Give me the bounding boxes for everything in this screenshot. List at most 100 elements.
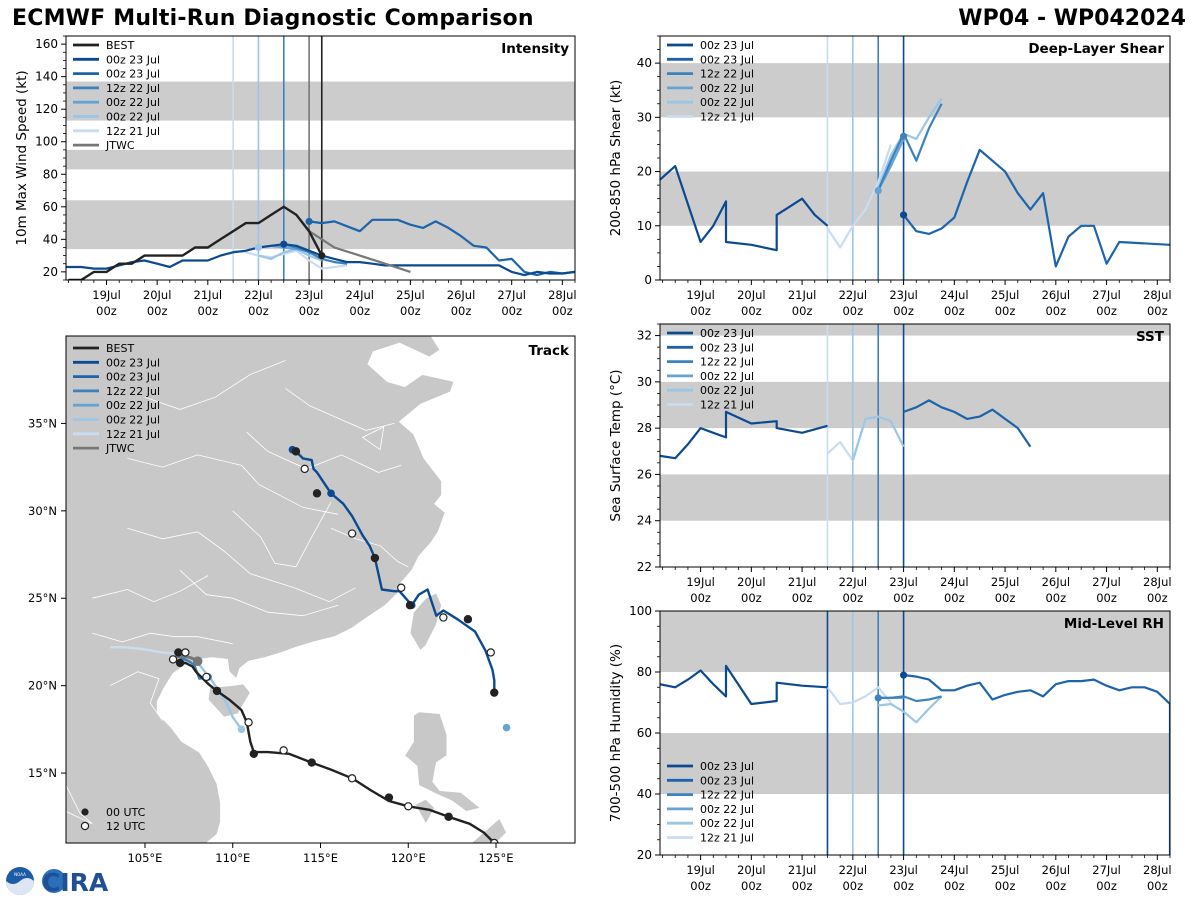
admin-boundary	[92, 632, 233, 645]
rh-legend-label-0: 00z 23 Jul	[700, 760, 754, 773]
rh-ylabel: 700-500 hPa Humidity (%)	[608, 644, 624, 822]
intensity-ytick-label: 100	[35, 135, 58, 149]
admin-boundary	[92, 575, 209, 603]
rh-xtick-hour: 00z	[842, 879, 863, 893]
sst-legend-label-4: 00z 22 Jul	[700, 384, 754, 397]
track-run-4-point	[237, 725, 246, 734]
track-best	[178, 661, 496, 843]
shear-ytick-label: 20	[637, 165, 652, 179]
panel-sst: 22 24 26 28 30 32 19Jul 00z 20Jul 00z 21Jul 00z 22Ju…	[608, 323, 1172, 605]
admin-boundary	[127, 527, 356, 603]
track-lon-label: 105°E	[127, 851, 162, 865]
mainland	[66, 336, 455, 843]
track-legend-label-4: 00z 22 Jul	[106, 399, 160, 412]
intensity-xtick-date: 26Jul	[447, 288, 476, 302]
intensity-legend-label-0: BEST	[106, 39, 134, 52]
shear-series-run-0	[660, 165, 829, 252]
rh-series-run-5	[826, 686, 892, 706]
sst-xtick-hour: 00z	[1096, 591, 1117, 605]
rh-marker-1	[874, 694, 882, 702]
rh-xtick-hour: 00z	[944, 879, 965, 893]
rh-series-run-0	[660, 664, 828, 706]
sst-xtick-hour: 00z	[995, 591, 1016, 605]
shear-xtick-hour: 00z	[944, 304, 965, 318]
rh-xtick-hour: 00z	[1045, 879, 1066, 893]
track-run0-marker-2	[463, 615, 473, 624]
admin-boundary	[285, 388, 395, 431]
intensity-ytick-label: 160	[35, 37, 58, 51]
sst-ytick-label: 32	[637, 329, 652, 343]
shear-legend-label-0: 00z 23 Jul	[700, 39, 754, 52]
shear-xtick-hour: 00z	[1147, 304, 1168, 318]
track-best-marker-9	[212, 686, 222, 696]
panel-shear: 0 10 20 30 40 19Jul 00z 20Jul 00z 21Jul 00z 22Jul 00…	[608, 35, 1172, 318]
sst-ylabel: Sea Surface Temp (°C)	[608, 369, 624, 521]
shear-xtick-hour: 00z	[741, 304, 762, 318]
sst-xtick-hour: 00z	[1147, 591, 1168, 605]
intensity-ytick-label: 60	[43, 200, 58, 214]
shear-xtick-date: 26Jul	[1042, 288, 1071, 302]
shear-ytick-label: 40	[637, 56, 652, 70]
rh-xtick-date: 19Jul	[686, 863, 715, 877]
intensity-band-0	[66, 200, 575, 250]
intensity-xtick-date: 28Jul	[548, 288, 577, 302]
intensity-ytick-label: 140	[35, 70, 58, 84]
intensity-xtick-hour: 00z	[299, 304, 320, 318]
intensity-series-run-5	[232, 249, 348, 270]
admin-boundary	[144, 360, 286, 410]
intensity-xtick-date: 25Jul	[396, 288, 425, 302]
sst-series-run-1	[903, 399, 1032, 448]
track-legend-label-6: 12z 21 Jul	[106, 428, 160, 441]
shear-xtick-hour: 00z	[995, 304, 1016, 318]
sst-legend-label-2: 12z 22 Jul	[700, 356, 754, 369]
admin-boundary	[246, 431, 402, 473]
rh-xtick-date: 28Jul	[1143, 863, 1172, 877]
shear-panel-title: Deep-Layer Shear	[1028, 41, 1164, 57]
track-run0-marker-8	[312, 489, 322, 498]
rh-xtick-hour: 00z	[893, 879, 914, 893]
track-run0-marker-6	[370, 553, 380, 563]
shear-xtick-hour: 00z	[893, 304, 914, 318]
rh-legend-label-4: 00z 22 Jul	[700, 817, 754, 830]
intensity-marker-1	[305, 217, 313, 226]
shear-legend-label-5: 12z 21 Jul	[700, 111, 754, 124]
sst-ytick-label: 22	[637, 560, 652, 574]
sst-xtick-date: 27Jul	[1092, 575, 1121, 589]
track-run0-marker-0	[490, 688, 499, 697]
track-best-marker-3	[384, 793, 394, 802]
rh-legend-label-1: 00z 23 Jul	[700, 774, 754, 787]
intensity-series-best	[68, 205, 323, 280]
rh-plot-area	[660, 611, 1170, 855]
shear-plot-area	[660, 36, 1170, 280]
shear-band-0	[660, 171, 1170, 226]
sst-xtick-hour: 00z	[741, 591, 762, 605]
intensity-xtick-hour: 00z	[248, 304, 269, 318]
track-run0-marker-3	[439, 613, 448, 622]
figure-title: ECMWF Multi-Run Diagnostic Comparison	[12, 6, 534, 31]
admin-boundary	[109, 671, 163, 721]
luzon-island	[404, 711, 482, 812]
shear-xtick-date: 27Jul	[1092, 288, 1121, 302]
admin-boundary	[127, 454, 339, 515]
intensity-band-2	[66, 81, 575, 121]
track-run-3-point	[502, 723, 511, 732]
track-best-marker-12	[174, 648, 183, 657]
intensity-xtick-date: 19Jul	[92, 288, 121, 302]
intensity-series-run-4	[258, 248, 323, 262]
sst-xtick-date: 19Jul	[686, 575, 715, 589]
panel-track: 105°E 110°E 115°E 120°E 125°E 15°N 20°N 25°N 30°…	[28, 335, 576, 865]
rh-ytick-label: 40	[637, 787, 652, 801]
utc12-marker	[80, 821, 90, 831]
intensity-xtick-date: 23Jul	[295, 288, 324, 302]
shear-legend-label-4: 00z 22 Jul	[700, 96, 754, 109]
shear-series-run-5	[826, 144, 892, 249]
sst-legend-label-0: 00z 23 Jul	[700, 327, 754, 340]
rh-xtick-hour: 00z	[1096, 879, 1117, 893]
lake-detail	[361, 426, 385, 451]
track-run0-marker-4	[405, 601, 415, 610]
track-best-marker-10	[202, 672, 211, 682]
intensity-xtick-date: 24Jul	[345, 288, 374, 302]
shear-legend-label-2: 12z 22 Jul	[700, 68, 754, 81]
